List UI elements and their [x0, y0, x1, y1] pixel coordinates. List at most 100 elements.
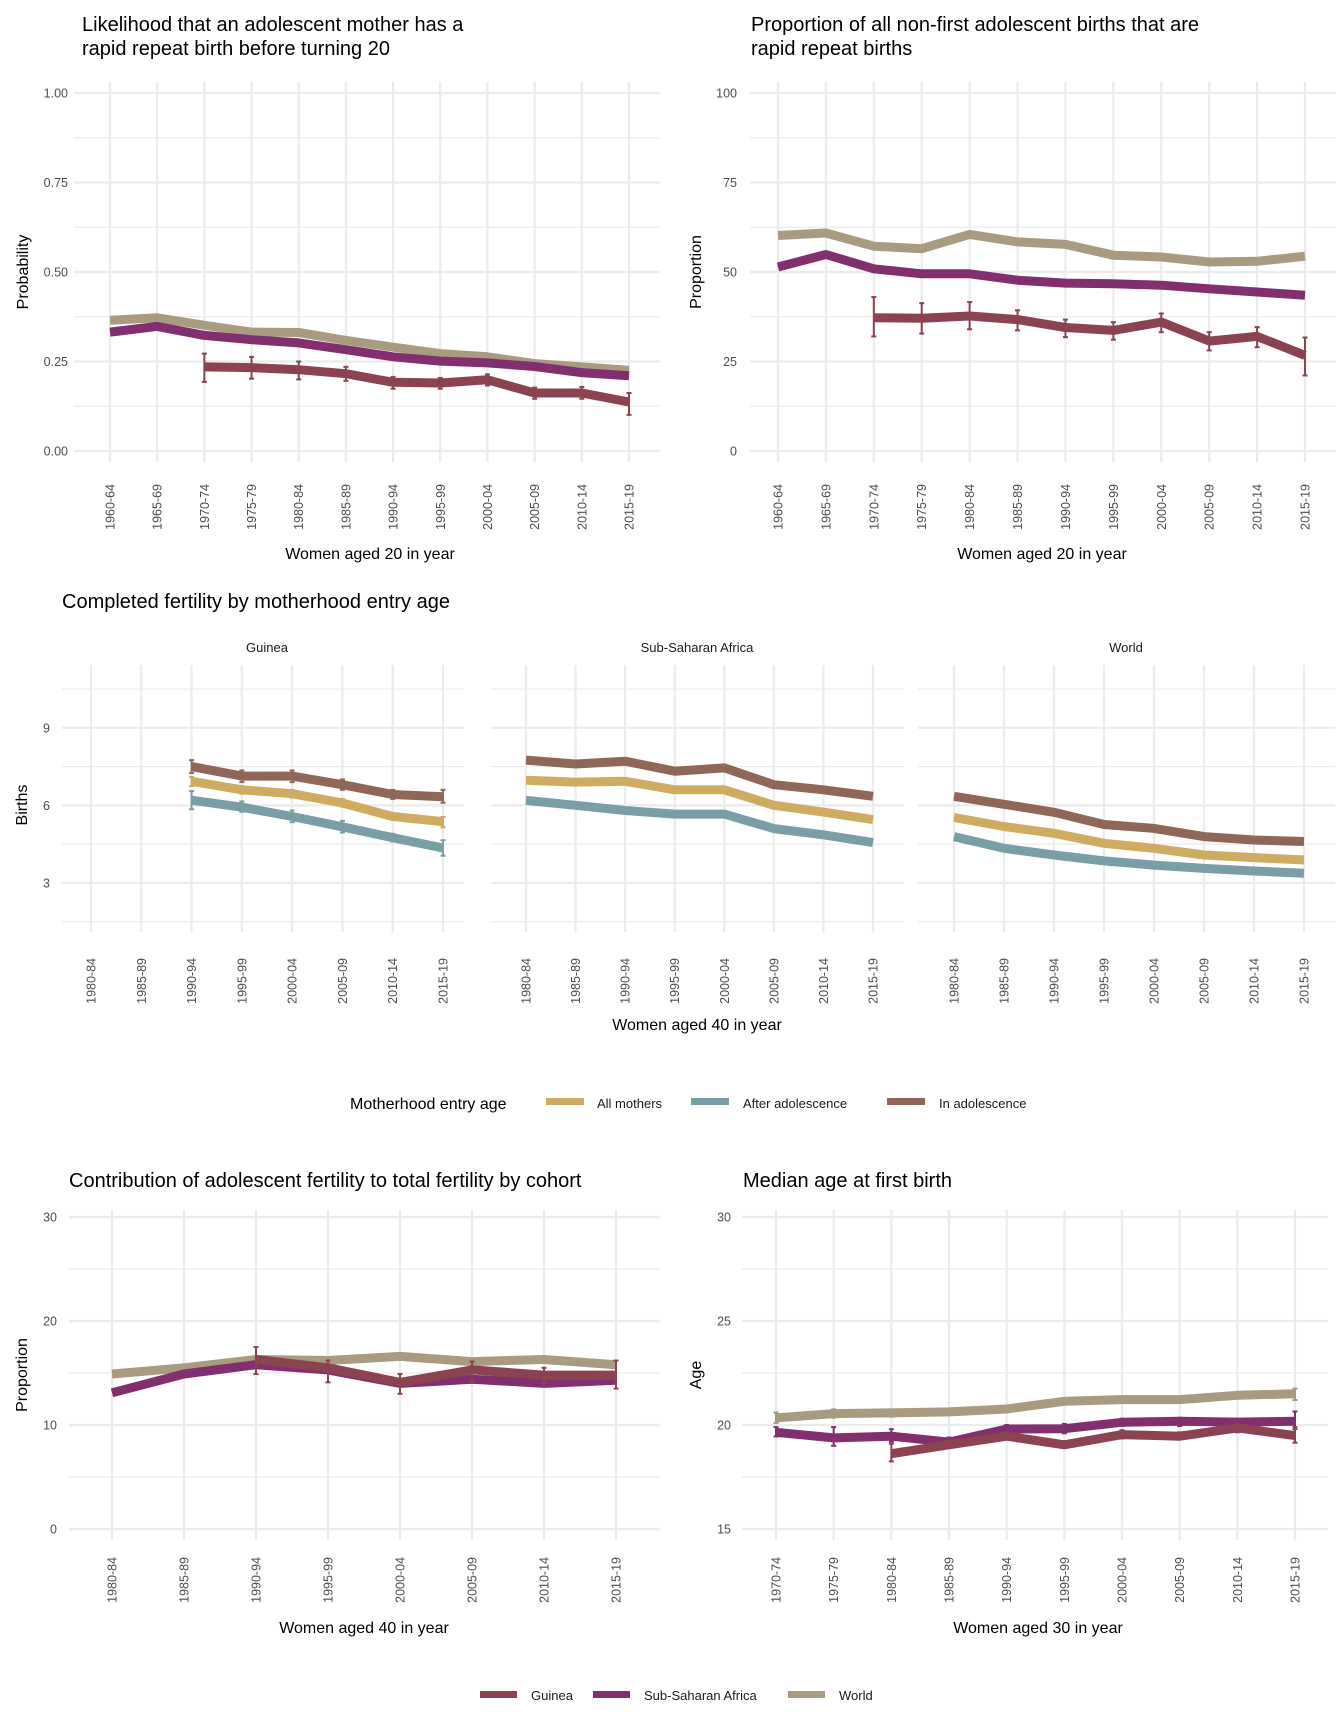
series-line-world [775, 1389, 1296, 1423]
series-line-in-adolescence [953, 791, 1305, 846]
y-axis-title: Probability [15, 235, 32, 310]
legend-title: Motherhood entry age [350, 1096, 507, 1113]
y-tick-label: 20 [43, 1315, 57, 1329]
error-bar-guinea [1302, 336, 1308, 377]
x-tick-label: 1985-89 [569, 958, 583, 1004]
error-bar-after-adolescence [289, 809, 295, 824]
panel-rapid-repeat-proportion: Proportion of all non-first adolescent b… [688, 14, 1336, 563]
error-bar-all-mothers [339, 797, 345, 808]
x-axis-title: Women aged 20 in year [957, 546, 1127, 563]
series-line-sub-saharan-africa [109, 321, 630, 381]
x-tick-label: 2015-19 [623, 484, 637, 530]
legend-label-after-adolescence: After adolescence [743, 1096, 847, 1111]
x-tick-label: 2000-04 [394, 1557, 408, 1603]
x-tick-label: 1965-69 [151, 484, 165, 530]
series-line-world [777, 228, 1306, 267]
error-bar-guinea [296, 360, 302, 381]
y-axis-title: Proportion [688, 235, 705, 309]
series-line-after-adolescence [952, 832, 1305, 878]
x-tick-label: 1965-69 [819, 484, 833, 530]
panel-title-line-2: rapid repeat birth before turning 20 [82, 38, 390, 60]
series-line-guinea [890, 1423, 1296, 1459]
x-tick-label: 1995-99 [434, 484, 448, 530]
y-axis-title: Proportion [14, 1338, 31, 1412]
error-bar-guinea [1158, 312, 1164, 334]
error-bar-guinea [532, 386, 538, 400]
x-tick-label: 1960-64 [104, 484, 118, 530]
x-tick-label: 2000-04 [1116, 1557, 1130, 1603]
x-tick-label: 1985-89 [943, 1557, 957, 1603]
x-tick-label: 1980-84 [106, 1557, 120, 1603]
error-bar-after-adolescence [239, 800, 245, 813]
x-tick-label: 2005-09 [1198, 958, 1212, 1004]
x-tick-label: 2015-19 [437, 958, 451, 1004]
series-line-guinea [873, 311, 1307, 360]
x-tick-label: 1980-84 [885, 1557, 899, 1603]
y-tick-label: 1.00 [44, 87, 68, 101]
legend-swatch-ssa [593, 1691, 630, 1698]
y-tick-label: 100 [716, 87, 737, 101]
error-bar-in-adolescence [440, 788, 446, 804]
panel-title: Contribution of adolescent fertility to … [69, 1170, 582, 1192]
y-axis-title: Births [14, 785, 31, 826]
x-tick-label: 2010-14 [575, 484, 589, 530]
error-bar-guinea [579, 385, 585, 400]
series-line-after-adolescence [525, 795, 874, 848]
legend-label-world: World [839, 1688, 873, 1703]
series-line-all-mothers [190, 776, 444, 827]
y-tick-label: 0.50 [44, 266, 68, 280]
y-tick-label: 0 [730, 445, 737, 459]
error-bar-guinea [249, 355, 255, 380]
series-line-after-adolescence [190, 795, 444, 853]
x-tick-label: 1995-99 [1098, 958, 1112, 1004]
plot-area: 0 10 20 30 1980-84 1985-89 1990-94 1995-99 2000-… [43, 1210, 660, 1603]
x-tick-label: 1990-94 [619, 958, 633, 1004]
x-tick-label: 1985-89 [1011, 484, 1025, 530]
error-bar-guinea [201, 352, 207, 383]
legend-label-guinea: Guinea [531, 1688, 574, 1703]
error-bar-guinea [1004, 1431, 1010, 1441]
panel-title-line-1: Proportion of all non-first adolescent b… [751, 14, 1199, 36]
x-axis-title: Women aged 20 in year [285, 546, 455, 563]
error-bar-guinea [1119, 1429, 1125, 1440]
x-tick-label: 2000-04 [481, 484, 495, 530]
facet-label-ssa: Sub-Saharan Africa [641, 640, 755, 655]
series-line-sub-saharan-africa [776, 250, 1306, 300]
x-tick-label: 1970-74 [770, 1557, 784, 1603]
facet-label-guinea: Guinea [246, 640, 289, 655]
panel-title: Median age at first birth [743, 1170, 952, 1192]
x-tick-label: 1990-94 [1000, 1557, 1014, 1603]
error-bar-guinea [613, 1359, 619, 1390]
x-tick-label: 1980-84 [520, 958, 534, 1004]
error-bar-guinea [919, 302, 925, 335]
error-bar-all-mothers [440, 815, 446, 829]
facet-world: 1980-84 1985-89 1990-94 1995-99 2000-04 2005-… [918, 665, 1335, 1004]
x-tick-label: 2005-09 [528, 484, 542, 530]
x-tick-label: 1980-84 [292, 484, 306, 530]
x-axis-title: Women aged 40 in year [612, 1017, 782, 1034]
x-tick-label: 1985-89 [339, 484, 353, 530]
error-bar-guinea [1234, 1422, 1240, 1434]
x-tick-label: 1990-94 [185, 958, 199, 1004]
error-bar-guinea [1062, 318, 1068, 339]
legend-swatch-world [788, 1691, 825, 1698]
legend-label-ssa: Sub-Saharan Africa [644, 1688, 758, 1703]
x-tick-label: 2015-19 [867, 958, 881, 1004]
y-tick-label: 50 [723, 266, 737, 280]
error-bar-guinea [397, 1373, 403, 1395]
y-tick-label: 0.25 [44, 355, 68, 369]
x-tick-label: 1995-99 [1058, 1557, 1072, 1603]
error-bar-in-adolescence [239, 769, 245, 784]
plot-area: 0.00 0.25 0.50 0.75 1.00 1960-64 1965-69 1970-7… [44, 82, 660, 530]
x-tick-label: 1990-94 [250, 1557, 264, 1603]
x-tick-label: 2005-09 [767, 958, 781, 1004]
x-tick-label: 2000-04 [718, 958, 732, 1004]
x-tick-label: 1985-89 [135, 958, 149, 1004]
y-tick-label: 30 [43, 1211, 57, 1225]
y-tick-label: 0.00 [44, 445, 68, 459]
legend-motherhood-entry-age: Motherhood entry age All mothers After a… [350, 1096, 1026, 1113]
error-bar-in-adolescence [289, 769, 295, 784]
error-bar-guinea [343, 365, 349, 382]
error-bar-sub-saharan-africa [1061, 1422, 1067, 1435]
